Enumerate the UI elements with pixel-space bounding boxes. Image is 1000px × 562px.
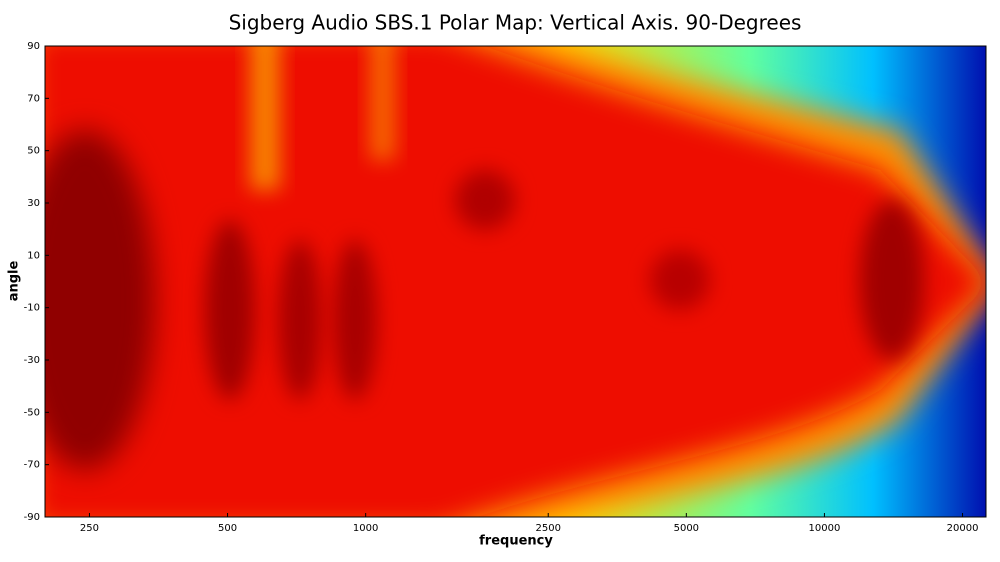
y-tick-label: -30 <box>24 355 40 366</box>
x-axis-label: frequency <box>479 534 553 549</box>
y-tick-label: -90 <box>24 512 40 523</box>
y-tick-label: -10 <box>24 303 40 314</box>
x-tick-label: 5000 <box>674 523 699 534</box>
x-tick-label: 1000 <box>353 523 378 534</box>
heatmap <box>45 46 986 517</box>
plot-frame <box>44 45 987 518</box>
x-tick-label: 2500 <box>535 523 560 534</box>
y-tick-label: 90 <box>27 41 40 52</box>
y-tick-label: 70 <box>27 93 40 104</box>
y-tick-label: -70 <box>24 460 40 471</box>
x-tick-label: 500 <box>218 523 237 534</box>
y-tick-label: 50 <box>27 146 40 157</box>
x-tick-label: 20000 <box>947 523 979 534</box>
y-tick-label: 30 <box>27 198 40 209</box>
chart-title: Sigberg Audio SBS.1 Polar Map: Vertical … <box>229 11 802 35</box>
y-tick-label: -50 <box>24 407 40 418</box>
x-tick-label: 250 <box>80 523 99 534</box>
y-axis-label: angle <box>7 261 22 302</box>
x-tick-label: 10000 <box>809 523 841 534</box>
y-tick-label: 10 <box>27 250 40 261</box>
